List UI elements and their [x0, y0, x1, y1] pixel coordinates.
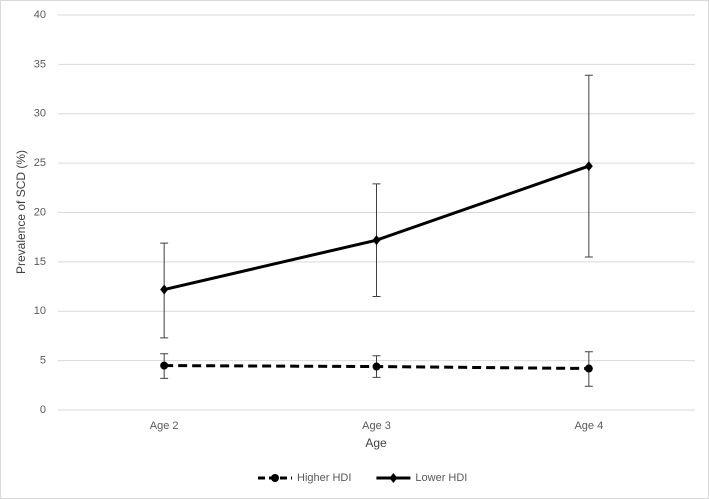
marker [372, 362, 381, 371]
y-tick-label: 20 [34, 206, 46, 218]
y-tick-label: 25 [34, 157, 46, 169]
y-tick-label: 30 [34, 108, 46, 120]
x-tick-label: Age 4 [574, 420, 603, 432]
legend-label: Higher HDI [297, 472, 351, 484]
y-tick-label: 5 [40, 355, 46, 367]
y-tick-label: 35 [34, 58, 46, 70]
marker [271, 474, 279, 482]
marker [372, 235, 381, 246]
y-tick-label: 15 [34, 256, 46, 268]
marker [160, 361, 169, 370]
marker [584, 161, 593, 172]
y-tick-label: 40 [34, 9, 46, 21]
marker [160, 284, 169, 295]
marker [389, 473, 398, 483]
legend-label: Lower HDI [415, 472, 467, 484]
marker [584, 364, 593, 373]
x-tick-label: Age 3 [362, 420, 391, 432]
y-tick-label: 0 [40, 404, 46, 416]
y-tick-label: 10 [34, 305, 46, 317]
x-axis-title: Age [365, 436, 387, 450]
y-axis-title: Prevalence of SCD (%) [14, 150, 28, 274]
x-tick-label: Age 2 [150, 420, 179, 432]
